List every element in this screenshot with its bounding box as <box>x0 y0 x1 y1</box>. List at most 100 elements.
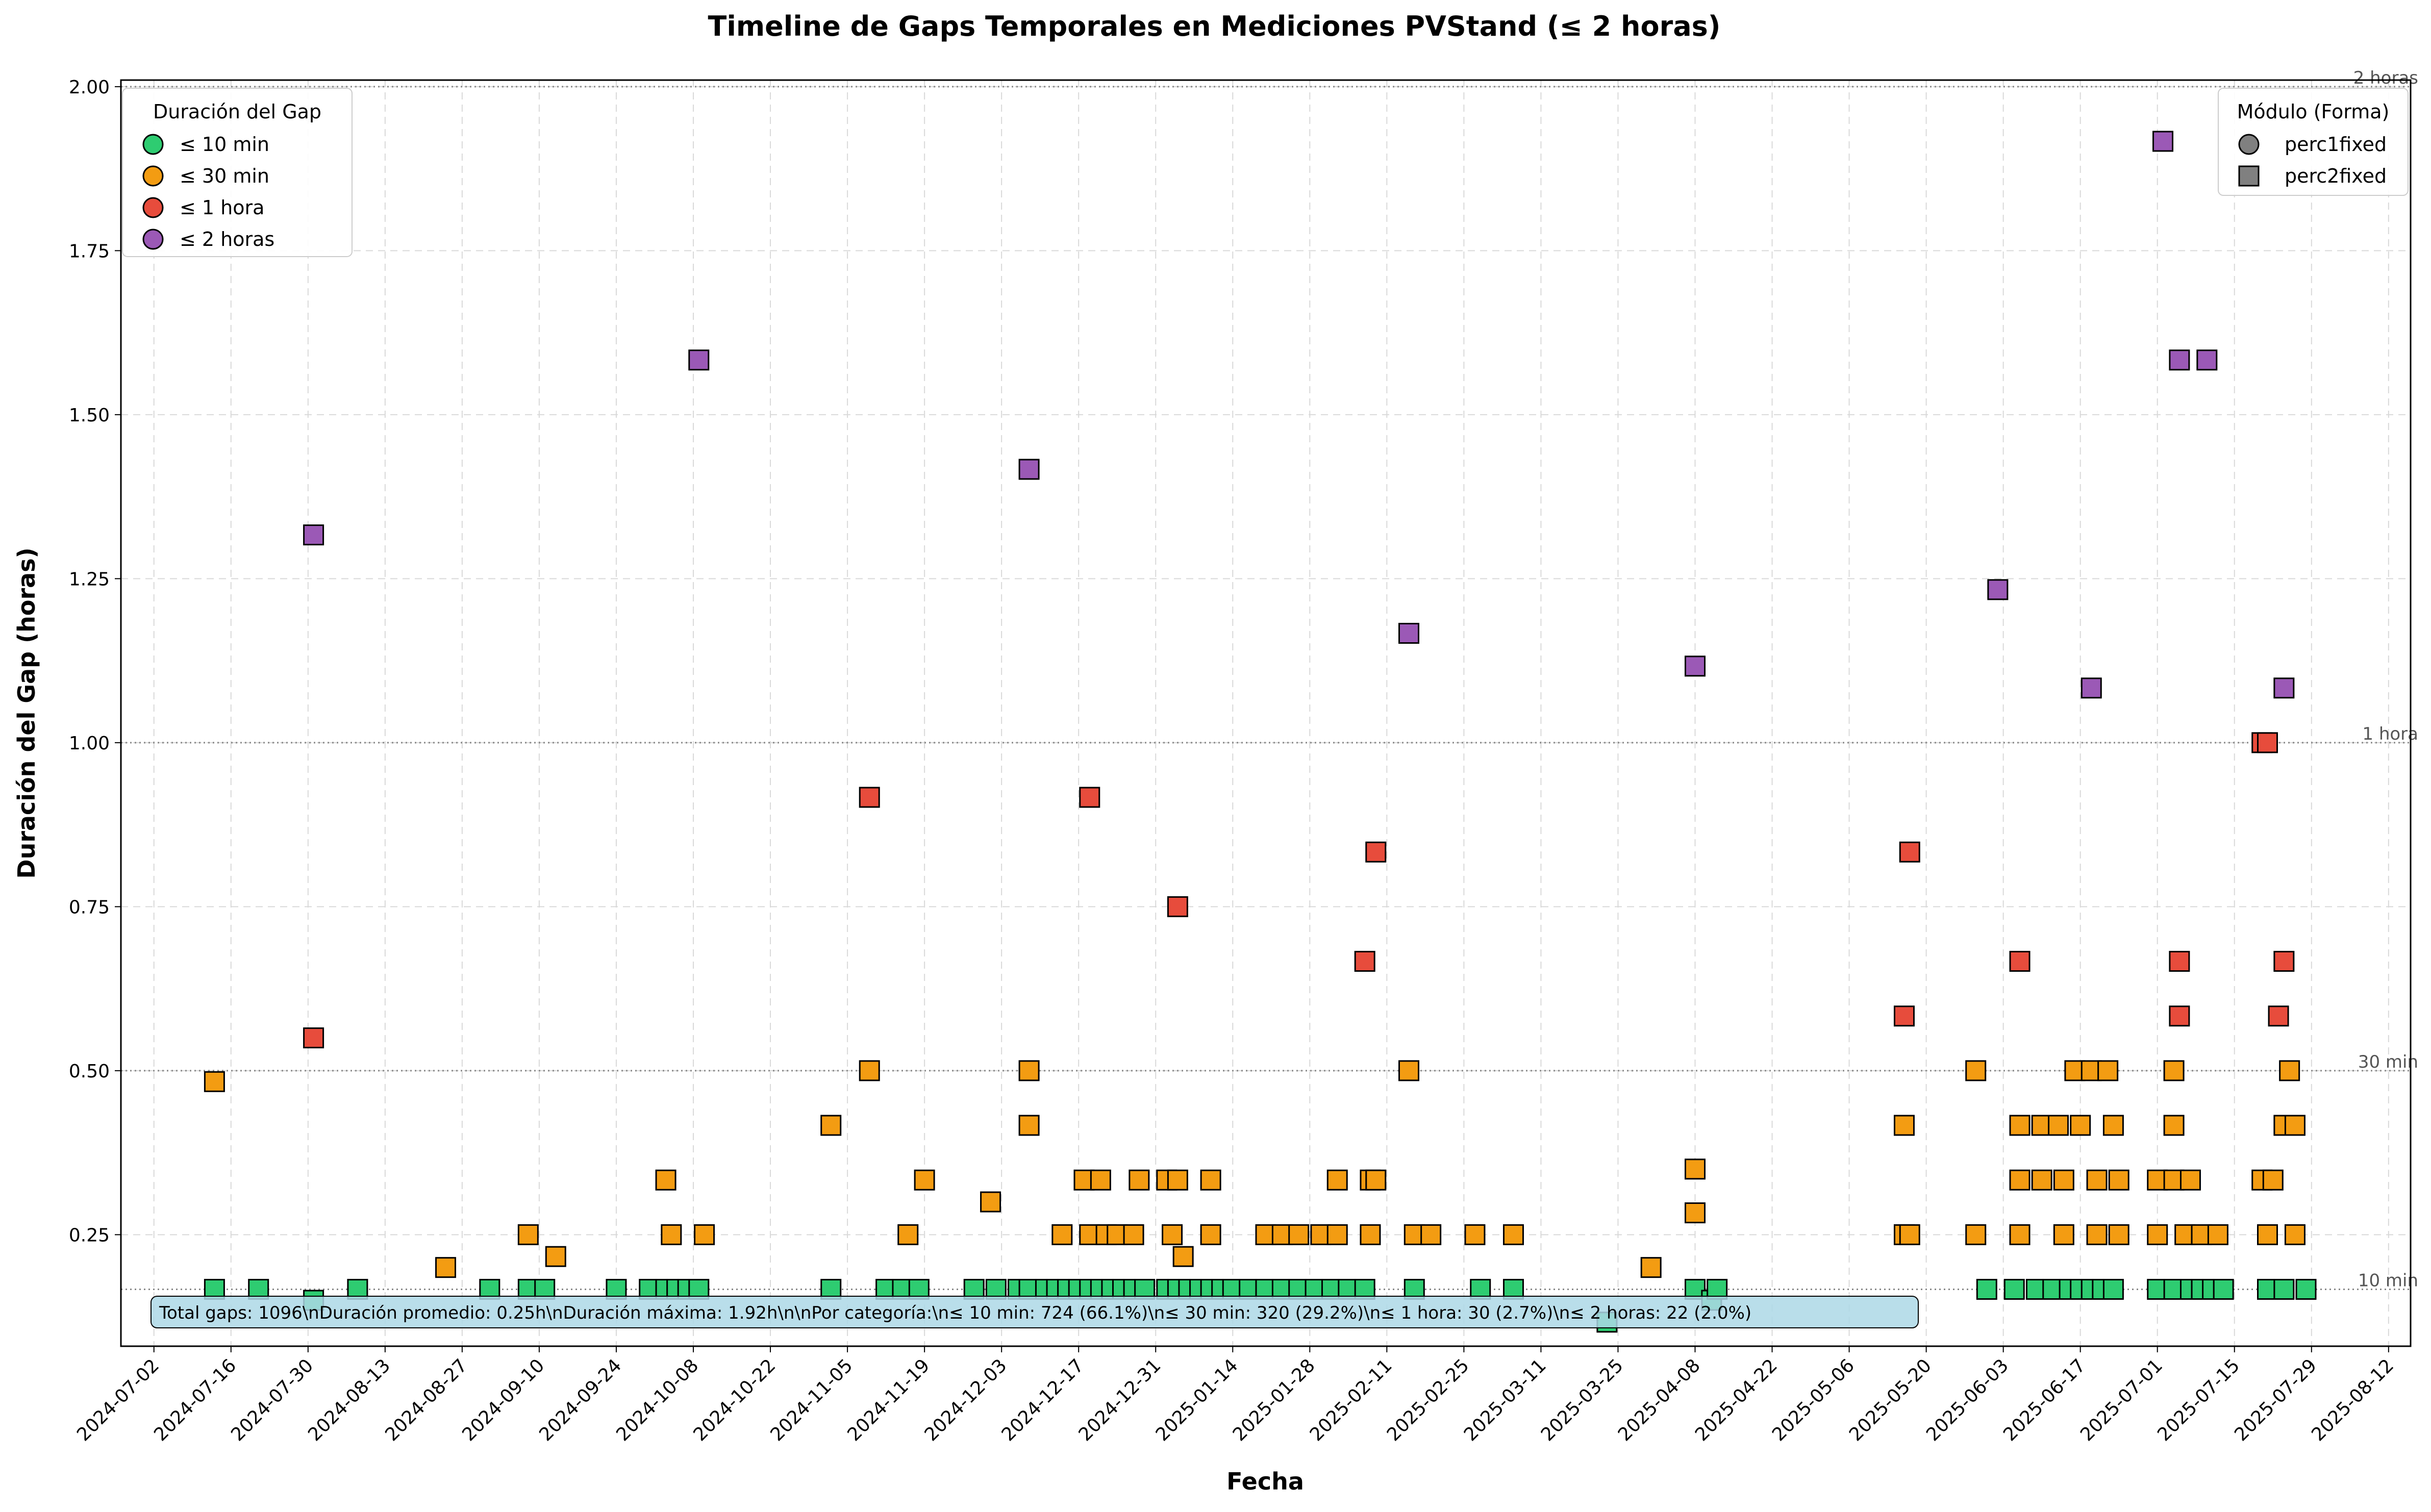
data-point <box>2003 1279 2025 1300</box>
data-point <box>2257 1224 2278 1245</box>
data-point <box>2163 1115 2185 1136</box>
legend-title: Módulo (Forma) <box>2237 100 2390 123</box>
data-point <box>2108 1224 2129 1245</box>
legend-gap-duration: Duración del Gap ≤ 10 min ≤ 30 min ≤ 1 hor… <box>122 88 353 257</box>
data-point <box>2169 1005 2190 1027</box>
data-point <box>2147 1224 2168 1245</box>
data-point <box>2053 1169 2074 1191</box>
data-point <box>1685 656 1706 677</box>
data-point <box>2108 1169 2129 1191</box>
data-point <box>2163 1060 2185 1081</box>
data-point <box>1365 1169 1387 1191</box>
data-point <box>859 787 880 808</box>
data-point <box>1464 1224 1486 1245</box>
legend-marker <box>142 197 164 218</box>
data-point <box>1123 1224 1144 1245</box>
legend-label: ≤ 10 min <box>180 133 269 156</box>
stats-text: Total gaps: 1096\nDuración promedio: 0.2… <box>159 1303 1751 1323</box>
data-point <box>980 1191 1001 1213</box>
data-point <box>1354 950 1375 972</box>
chart-title: Timeline de Gaps Temporales en Medicione… <box>708 10 1721 42</box>
reference-line-label: 10 min <box>2358 1271 2418 1291</box>
y-axis: 0.25 0.50 0.75 1.00 1.25 1.50 1.75 2.00 <box>69 77 121 1246</box>
legend-label: ≤ 30 min <box>180 165 269 187</box>
data-point <box>1640 1257 1662 1278</box>
legend-label: perc2fixed <box>2285 165 2387 187</box>
data-point <box>1051 1224 1073 1245</box>
data-point <box>2196 349 2218 371</box>
y-tick-label: 1.00 <box>69 733 110 754</box>
legend-marker <box>2238 134 2260 155</box>
data-point <box>303 1027 324 1049</box>
data-point <box>1018 1115 1040 1136</box>
data-point <box>1360 1224 1381 1245</box>
data-point <box>545 1246 566 1267</box>
legend-label: perc1fixed <box>2285 133 2387 156</box>
data-point <box>1685 1202 1706 1224</box>
y-tick-label: 0.50 <box>69 1061 110 1082</box>
legend-box <box>122 88 353 257</box>
reference-line-label: 30 min <box>2358 1052 2418 1072</box>
data-point <box>2169 950 2190 972</box>
y-tick-label: 0.75 <box>69 897 110 918</box>
y-tick-label: 2.00 <box>69 77 110 98</box>
data-point <box>1365 841 1387 863</box>
data-point <box>1420 1224 1442 1245</box>
data-point <box>2268 1005 2289 1027</box>
data-point <box>2086 1169 2108 1191</box>
data-point <box>2295 1279 2317 1300</box>
data-point <box>2086 1224 2108 1245</box>
data-point <box>2053 1224 2074 1245</box>
data-point <box>1685 1158 1706 1180</box>
data-point <box>1090 1169 1111 1191</box>
data-point <box>2102 1115 2124 1136</box>
data-point <box>2169 349 2190 371</box>
data-point <box>204 1071 225 1092</box>
reference-line-label: 1 hora <box>2362 724 2418 744</box>
data-point <box>2031 1169 2052 1191</box>
data-point <box>2048 1115 2069 1136</box>
data-point <box>1079 787 1100 808</box>
data-point <box>1200 1169 1221 1191</box>
data-point <box>1018 459 1040 480</box>
data-point <box>2279 1060 2300 1081</box>
data-point <box>897 1224 919 1245</box>
data-point <box>1965 1224 1987 1245</box>
legend-label: ≤ 2 horas <box>180 228 274 250</box>
stats-box-background <box>151 1296 1919 1328</box>
data-point <box>688 349 710 371</box>
y-axis-title: Duración del Gap (horas) <box>13 547 40 878</box>
data-point <box>820 1115 842 1136</box>
data-point <box>655 1169 676 1191</box>
data-point <box>1398 622 1419 644</box>
data-point <box>1167 896 1188 917</box>
data-point <box>1326 1224 1348 1245</box>
data-points <box>204 131 2317 1333</box>
data-point <box>1167 1169 1188 1191</box>
data-point <box>2097 1060 2119 1081</box>
legend-marker <box>142 165 164 187</box>
data-point <box>1899 1224 1920 1245</box>
data-point <box>661 1224 682 1245</box>
data-point <box>1987 579 2009 600</box>
data-point <box>517 1224 539 1245</box>
x-axis-title: Fecha <box>1226 1468 1304 1495</box>
data-point <box>2273 950 2295 972</box>
legend-label: ≤ 1 hora <box>180 196 264 219</box>
data-point <box>2009 1224 2031 1245</box>
data-point <box>914 1169 935 1191</box>
data-point <box>2273 677 2295 699</box>
data-point <box>2262 1169 2284 1191</box>
data-point <box>2009 950 2031 972</box>
data-point <box>1288 1224 1310 1245</box>
data-point <box>1129 1169 1150 1191</box>
data-point <box>1976 1279 1997 1300</box>
data-point <box>1965 1060 1987 1081</box>
y-tick-label: 1.50 <box>69 405 110 426</box>
reference-line-label: 2 horas <box>2353 68 2418 88</box>
legend-marker <box>142 134 164 155</box>
data-point <box>435 1257 457 1278</box>
data-point <box>2273 1279 2295 1300</box>
data-point <box>2179 1169 2201 1191</box>
